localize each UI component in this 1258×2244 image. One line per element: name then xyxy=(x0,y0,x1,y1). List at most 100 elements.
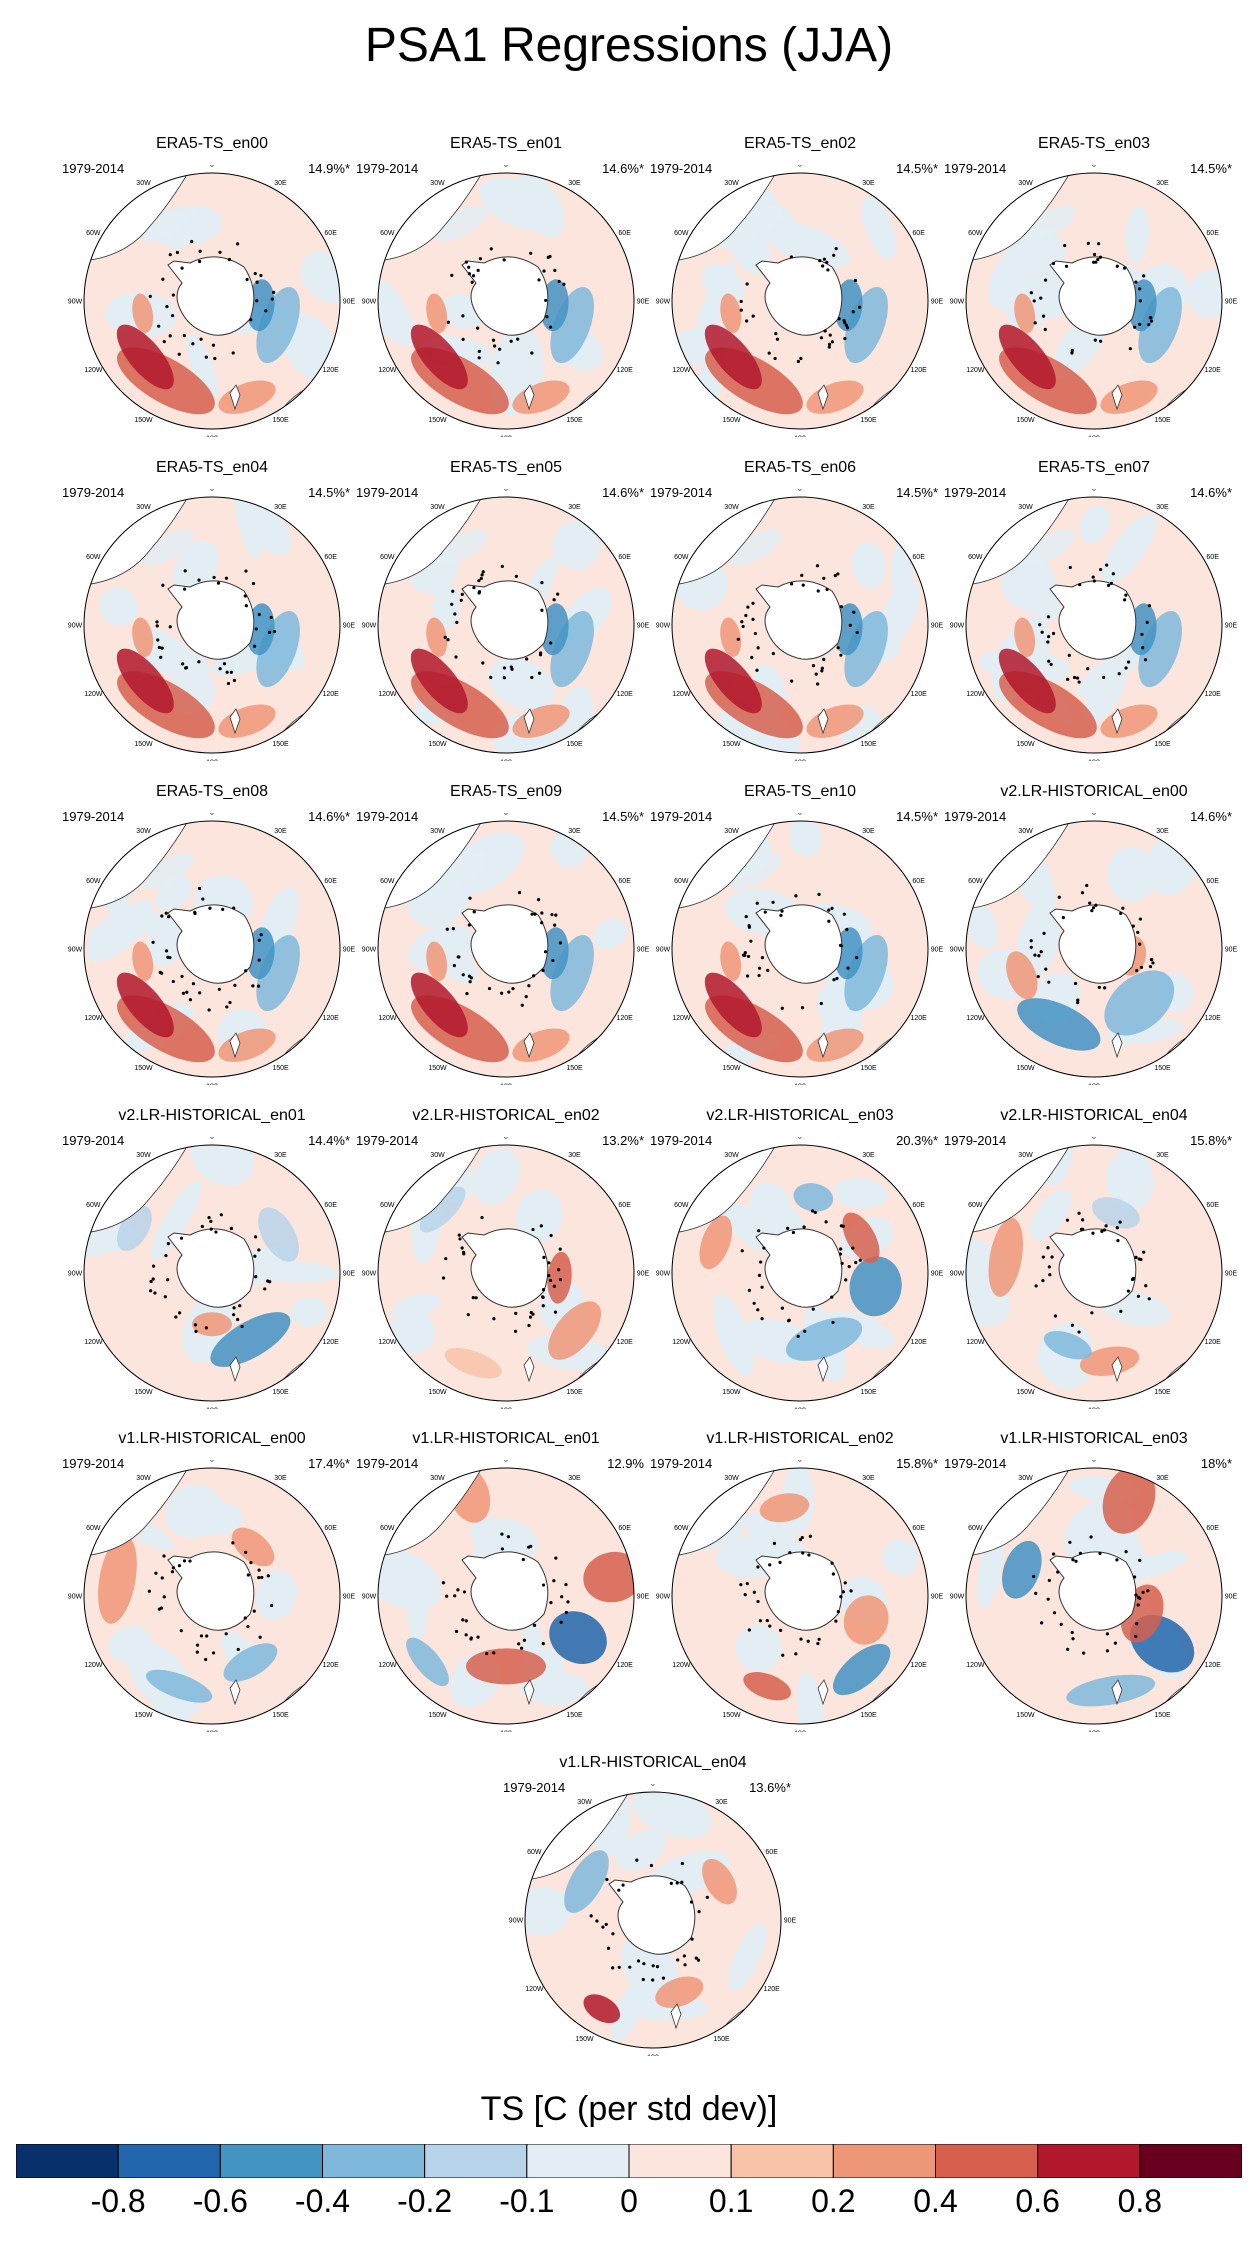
longitude-label: 150W xyxy=(1016,741,1035,748)
anomaly-patch xyxy=(378,1549,442,1611)
significance-dot xyxy=(267,630,272,635)
longitude-label: 120W xyxy=(966,1662,985,1669)
significance-dot xyxy=(151,1277,155,1281)
significance-dot xyxy=(1121,906,1125,910)
longitude-label: 60E xyxy=(912,230,925,237)
significance-dot xyxy=(802,1225,806,1229)
significance-dot xyxy=(1119,1309,1123,1313)
significance-dot xyxy=(1123,598,1127,602)
significance-dot xyxy=(211,1651,216,1655)
longitude-label: 90E xyxy=(343,1271,356,1278)
significance-dot xyxy=(260,1575,264,1580)
anomaly-patch xyxy=(832,1643,891,1696)
significance-dot xyxy=(1107,583,1111,587)
polar-map: 0 30E 60E 90E 120E 150E 180 150W 120W 90W 60W 30W xyxy=(68,1137,356,1409)
colorbar-swatch xyxy=(730,2144,834,2178)
panel-title: v2.LR-HISTORICAL_en03 xyxy=(706,1107,894,1124)
significance-dot xyxy=(270,297,274,301)
longitude-label: 90E xyxy=(343,299,356,306)
longitude-label: 30W xyxy=(430,504,445,511)
significance-dot xyxy=(171,979,175,984)
land-antarctica xyxy=(461,256,549,336)
significance-dot xyxy=(1104,1224,1108,1228)
anomaly-patch xyxy=(410,324,468,390)
significance-dot xyxy=(502,676,506,680)
longitude-label: 90E xyxy=(637,623,650,630)
significance-dot xyxy=(1051,261,1056,266)
significance-dot xyxy=(1086,667,1090,671)
significance-dot xyxy=(212,575,216,580)
anomaly-patch xyxy=(487,658,555,710)
longitude-label: 150E xyxy=(1154,741,1171,748)
significance-dot xyxy=(558,1247,562,1251)
significance-dot xyxy=(461,314,465,318)
significance-dot xyxy=(256,984,261,988)
longitude-label: 180 xyxy=(647,2055,659,2057)
significance-dot xyxy=(847,1265,851,1269)
map-panel: v1.LR-HISTORICAL_en01 1979-2014 12.9% 0 30E 6… xyxy=(356,1430,656,1732)
longitude-label: 60E xyxy=(912,878,925,885)
significance-dot xyxy=(477,591,481,595)
panel-period: 1979-2014 xyxy=(944,1133,1007,1148)
panel-variance-percent: 14.6%* xyxy=(1190,809,1232,824)
significance-dot xyxy=(154,1571,158,1575)
anomaly-patch xyxy=(290,1297,328,1327)
significance-dot xyxy=(1052,1611,1057,1615)
significance-dot xyxy=(1064,264,1069,268)
significance-dot xyxy=(489,247,493,251)
significance-dot xyxy=(808,1534,812,1538)
map-panel: v2.LR-HISTORICAL_en02 1979-2014 13.2%* 0 30E… xyxy=(356,1107,656,1410)
significance-dot xyxy=(240,1324,244,1329)
significance-dot xyxy=(835,976,839,981)
significance-dot xyxy=(705,1895,709,1899)
significance-dot xyxy=(680,1880,684,1884)
longitude-label: 90W xyxy=(362,1271,377,1278)
longitude-label: 90W xyxy=(656,623,671,630)
longitude-label: 180 xyxy=(794,760,806,762)
significance-dot xyxy=(191,982,196,986)
longitude-label: 60E xyxy=(324,1525,337,1532)
significance-dot xyxy=(824,1220,828,1224)
significance-dot xyxy=(1138,1558,1142,1562)
significance-dot xyxy=(160,646,164,650)
longitude-label: 0 xyxy=(798,1460,802,1464)
anomaly-patch xyxy=(426,293,448,333)
longitude-label: 150E xyxy=(1154,1389,1171,1396)
significance-dot xyxy=(1078,583,1082,587)
significance-dot xyxy=(227,257,232,262)
significance-dot xyxy=(832,253,836,257)
significance-dot xyxy=(1091,906,1096,910)
significance-dot xyxy=(514,1311,518,1316)
significance-dot xyxy=(839,1595,843,1599)
significance-dot xyxy=(601,1925,605,1929)
significance-dot xyxy=(834,1619,838,1623)
longitude-label: 30E xyxy=(568,828,581,835)
longitude-label: 180 xyxy=(500,1408,512,1410)
longitude-label: 90W xyxy=(68,947,83,954)
significance-dot xyxy=(1090,909,1094,913)
significance-dot xyxy=(1111,572,1115,576)
significance-dot xyxy=(541,1642,545,1646)
significance-dot xyxy=(180,974,184,979)
longitude-label: 60E xyxy=(618,1525,631,1532)
significance-dot xyxy=(547,1261,551,1265)
significance-dot xyxy=(780,1006,784,1010)
significance-dot xyxy=(160,971,164,975)
map-panel: v1.LR-HISTORICAL_en04 1979-2014 13.6%* 0 30E… xyxy=(503,1754,803,2057)
significance-dot xyxy=(537,671,542,675)
panel-period: 1979-2014 xyxy=(650,809,713,824)
significance-dot xyxy=(745,319,749,323)
map-boundary xyxy=(671,172,929,430)
significance-dot xyxy=(831,1320,835,1325)
longitude-label: 150E xyxy=(272,741,289,748)
significance-dot xyxy=(164,1253,168,1258)
anomaly-patch xyxy=(713,1293,755,1376)
significance-dot xyxy=(756,1599,760,1604)
significance-dot xyxy=(747,1288,751,1292)
longitude-label: 60W xyxy=(674,554,689,561)
significance-dot xyxy=(1053,1314,1058,1318)
anomaly-patch xyxy=(552,520,601,570)
significance-dot xyxy=(468,980,472,984)
panel-variance-percent: 14.6%* xyxy=(1190,485,1232,500)
figure-title: PSA1 Regressions (JJA) xyxy=(364,19,894,72)
